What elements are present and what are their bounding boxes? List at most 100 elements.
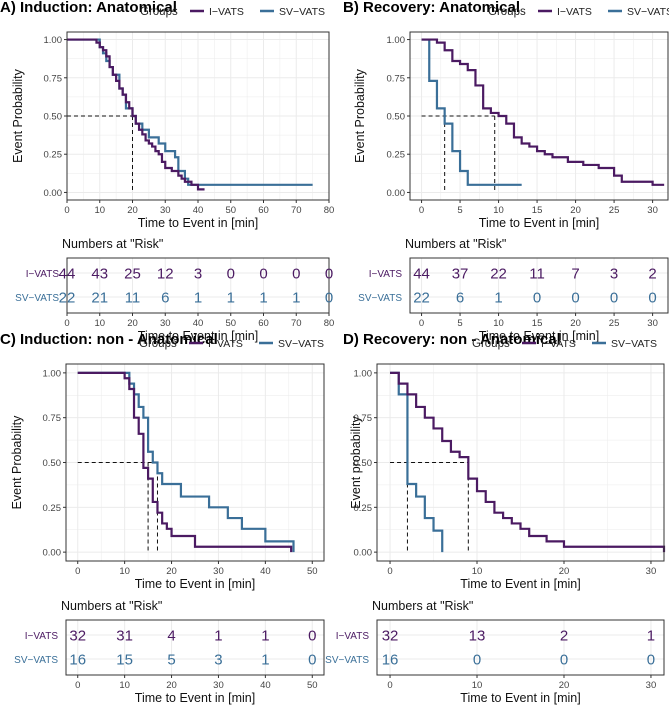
- y-axis-label: Event Probability: [11, 68, 25, 163]
- risk-count: 22: [490, 266, 507, 283]
- risk-x-tick-label: 15: [532, 318, 543, 329]
- y-tick-label: 1.00: [43, 368, 62, 379]
- risk-count: 1: [214, 628, 222, 645]
- plot-grid: [66, 364, 324, 561]
- risk-count: 0: [308, 628, 316, 645]
- risk-x-tick-label: 5: [457, 318, 462, 329]
- risk-x-axis-label: Time to Event in [min]: [479, 329, 599, 343]
- panel-title: D) Recovery: non - Anatomical: [343, 331, 561, 348]
- legend-label-svvats: SV−VATS: [278, 338, 324, 350]
- axes: 0 10 20 30 40 50 60 70 80 0.00 0.25 0.50 0.75 1.00 Tim…: [11, 35, 334, 230]
- y-tick-label: 0.25: [43, 503, 62, 514]
- y-tick-label: 0.75: [44, 73, 63, 84]
- risk-x-tick-label: 20: [166, 680, 177, 691]
- y-tick-label: 0.00: [43, 548, 62, 559]
- risk-count: 3: [610, 266, 618, 283]
- risk-row-label-svvats: SV−VATS: [14, 655, 58, 666]
- risk-count: 16: [69, 652, 86, 669]
- risk-count: 25: [124, 266, 141, 283]
- x-tick-label: 25: [609, 205, 620, 216]
- risk-table: Numbers at "Risk" I−VATS 32 13 2 1 SV−VATS 16 0 0…: [325, 599, 665, 705]
- risk-count: 1: [292, 290, 300, 307]
- risk-table: Numbers at "Risk" I−VATS 44 37 22 11 7 3 2 SV−VAT…: [358, 237, 669, 343]
- risk-count: 16: [382, 652, 399, 669]
- risk-count: 22: [59, 290, 76, 307]
- risk-row-label-ivats: I−VATS: [26, 269, 60, 280]
- risk-row-label-svvats: SV−VATS: [325, 655, 369, 666]
- panel-title: B) Recovery: Anatomical: [343, 0, 520, 16]
- legend-title: Groups: [140, 6, 178, 18]
- x-axis-label: Time to Event in [min]: [460, 577, 580, 591]
- risk-x-axis-label: Time to Event in [min]: [135, 691, 255, 705]
- risk-count: 0: [648, 290, 656, 307]
- risk-count: 5: [167, 652, 175, 669]
- risk-table-title: Numbers at "Risk": [372, 599, 473, 613]
- risk-row-label-svvats: SV−VATS: [358, 293, 402, 304]
- km-curve-svvats: [390, 371, 444, 553]
- km-curve-ivats: [67, 38, 205, 191]
- y-tick-label: 1.00: [44, 35, 63, 46]
- y-tick-label: 0.75: [387, 73, 406, 84]
- km-curve-ivats: [421, 38, 665, 186]
- x-tick-label: 20: [570, 205, 581, 216]
- risk-count: 1: [261, 628, 269, 645]
- axes: 0 10 20 30 40 50 0.00 0.25 0.50 0.75 1.00 Time to E…: [10, 368, 318, 591]
- risk-count: 12: [157, 266, 174, 283]
- x-tick-label: 70: [291, 205, 302, 216]
- x-tick-label: 80: [324, 205, 335, 216]
- risk-table-border: [409, 257, 669, 314]
- x-tick-label: 50: [307, 566, 318, 577]
- risk-x-tick-label: 20: [127, 318, 138, 329]
- x-tick-label: 40: [260, 566, 271, 577]
- risk-count: 22: [413, 290, 430, 307]
- x-tick-label: 60: [258, 205, 269, 216]
- legend-label-ivats: I−VATS: [541, 338, 576, 350]
- x-tick-label: 15: [532, 205, 543, 216]
- risk-count: 2: [648, 266, 656, 283]
- risk-count: 6: [161, 290, 169, 307]
- x-tick-label: 40: [193, 205, 204, 216]
- y-axis-label: Event Probability: [10, 415, 24, 510]
- risk-count: 3: [194, 266, 202, 283]
- legend-label-svvats: SV−VATS: [611, 338, 657, 350]
- x-tick-label: 30: [160, 205, 171, 216]
- y-tick-label: 0.75: [354, 413, 373, 424]
- x-axis-label: Time to Event in [min]: [479, 216, 599, 230]
- y-axis-label: Event probability: [349, 416, 363, 509]
- km-curve-svvats: [421, 38, 522, 186]
- risk-count: 32: [69, 628, 86, 645]
- risk-x-tick-label: 0: [387, 680, 392, 691]
- axes: 0 10 20 30 0.00 0.25 0.50 0.75 1.00 Time to Event…: [349, 368, 656, 591]
- risk-count: 15: [116, 652, 133, 669]
- risk-count: 0: [473, 652, 481, 669]
- legend-title: Groups: [472, 338, 510, 350]
- risk-x-tick-label: 10: [119, 680, 130, 691]
- risk-row-label-ivats: I−VATS: [25, 631, 59, 642]
- risk-row-label-ivats: I−VATS: [369, 269, 403, 280]
- x-axis-label: Time to Event in [min]: [135, 577, 255, 591]
- legend-label-ivats: I−VATS: [208, 338, 243, 350]
- risk-count: 7: [571, 266, 579, 283]
- risk-count: 0: [325, 290, 333, 307]
- risk-count: 6: [456, 290, 464, 307]
- legend-title: Groups: [488, 6, 526, 18]
- risk-count: 32: [382, 628, 399, 645]
- plot-grid: [410, 32, 668, 200]
- risk-x-tick-label: 50: [225, 318, 236, 329]
- risk-x-tick-label: 40: [193, 318, 204, 329]
- risk-count: 1: [227, 290, 235, 307]
- legend: Groups I−VATS SV−VATS: [140, 6, 325, 18]
- km-curve-ivats: [390, 371, 666, 553]
- risk-count: 44: [413, 266, 430, 283]
- y-tick-label: 0.75: [43, 413, 62, 424]
- x-tick-label: 20: [127, 205, 138, 216]
- risk-count: 1: [194, 290, 202, 307]
- legend-title: Groups: [139, 338, 177, 350]
- x-tick-label: 20: [166, 566, 177, 577]
- risk-row-label-svvats: SV−VATS: [15, 293, 59, 304]
- risk-table: Numbers at "Risk"I−VATS 32 31 4 1 1 0SV−VATS 16…: [14, 599, 325, 705]
- risk-count: 0: [647, 652, 655, 669]
